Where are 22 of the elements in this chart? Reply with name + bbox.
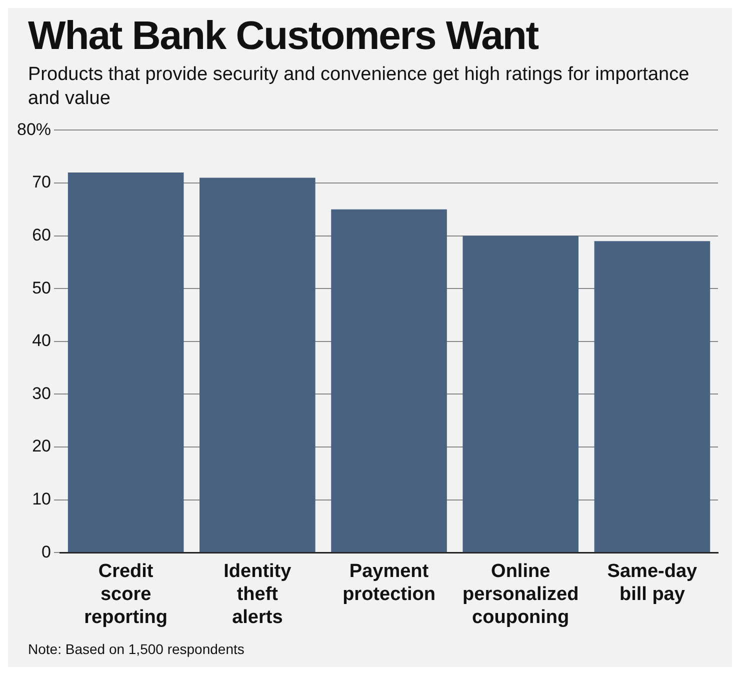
x-tick-label: Identity theft alerts [224,560,292,628]
bar [68,172,184,552]
y-tick-label: 30 [32,383,52,402]
y-tick-label: 50 [32,278,52,297]
y-tick-label: 60 [32,224,52,244]
chart-subtitle: Products that provide security and convenience get high ratings for importance and value [27,63,690,111]
y-tick-label: 0 [42,542,52,561]
bar [200,177,316,552]
x-tick-label: Same-day bill pay [607,560,698,605]
bar [331,208,447,552]
y-tick-label: 80% [16,119,52,138]
text: Note: Based on 1,500 respondents [27,640,246,659]
y-tick-label: 20 [32,436,52,456]
chart-title: What Bank Customers Want [27,13,540,59]
y-tick-label: 40 [32,330,52,350]
y-tick-label: 10 [32,488,52,508]
y-tick-label: 70 [32,172,52,192]
x-tick-label: Payment protection [342,560,436,605]
bar [594,240,710,552]
bar [462,235,579,552]
x-tick-label: Online personalized couponing [462,560,579,628]
x-tick-label: Credit score reporting [84,560,168,628]
